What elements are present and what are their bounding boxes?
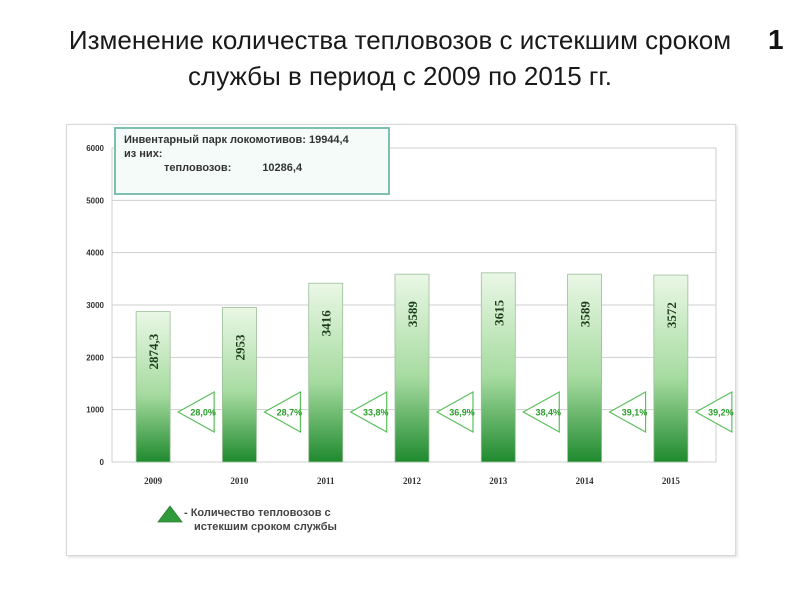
x-tick-label: 2013 bbox=[489, 476, 508, 486]
percent-triangle bbox=[522, 390, 560, 434]
percent-label: 33,8% bbox=[363, 408, 389, 418]
percent-triangle bbox=[263, 390, 302, 434]
y-tick-label: 0 bbox=[100, 458, 105, 467]
percent-triangle bbox=[694, 390, 733, 434]
bar-value-label: 3416 bbox=[319, 310, 334, 337]
legend bbox=[157, 505, 183, 523]
bar bbox=[308, 282, 344, 463]
info-label: тепловозов: bbox=[164, 162, 232, 174]
bar-value-label: 2953 bbox=[232, 334, 247, 361]
percent-label: 38,4% bbox=[536, 408, 562, 418]
legend-label: - Количество тепловозов с истекшим сроко… bbox=[184, 506, 337, 534]
bar bbox=[567, 273, 602, 463]
title-line-1: Изменение количества тепловозов с истекш… bbox=[68, 25, 732, 55]
title-line-2: службы в период с 2009 по 2015 гг. bbox=[188, 61, 612, 91]
bar bbox=[222, 307, 257, 463]
percent-label: 28,7% bbox=[277, 408, 303, 418]
bar-value-label: 2874,3 bbox=[146, 333, 161, 369]
x-tick-label: 2015 bbox=[662, 476, 681, 486]
percent-triangle bbox=[349, 390, 388, 434]
percent-triangle bbox=[176, 390, 215, 434]
x-tick-label: 2009 bbox=[144, 476, 163, 486]
y-tick-label: 2000 bbox=[86, 353, 104, 362]
bar bbox=[135, 311, 171, 463]
bar-value-label: 3589 bbox=[405, 301, 420, 328]
slide-number: 1 bbox=[768, 24, 784, 55]
y-tick-label: 6000 bbox=[86, 144, 104, 153]
info-line-1: Инвентарный парк локомотивов: 19944,4 bbox=[124, 134, 349, 146]
bar bbox=[394, 273, 430, 463]
percent-label: 28,0% bbox=[190, 408, 216, 418]
x-axis-labels: 2009 2010 2011 2012 2013 2014 2015 bbox=[144, 476, 680, 486]
bar-value-label: 3589 bbox=[578, 301, 593, 328]
x-tick-label: 2012 bbox=[403, 476, 422, 486]
legend-line-1: - Количество тепловозов с bbox=[184, 507, 331, 519]
percent-markers: 28,0% 28,7% 33,8% 36,9% 38,4% 39,1% 39,2% bbox=[176, 390, 734, 434]
info-line-2: из них: bbox=[124, 148, 163, 160]
bar bbox=[653, 274, 689, 463]
page-title: Изменение количества тепловозов с истекш… bbox=[30, 22, 770, 94]
info-value: 10286,4 bbox=[262, 162, 303, 174]
legend-triangle-icon bbox=[157, 505, 183, 523]
info-box: Инвентарный парк локомотивов: 19944,4 из… bbox=[114, 127, 390, 195]
bar-value-label: 3615 bbox=[491, 299, 506, 326]
bar-value-label: 3572 bbox=[664, 302, 679, 328]
legend-line-2: истекшим сроком службы bbox=[194, 521, 337, 533]
info-line-3: тепловозов: 10286,4 bbox=[124, 161, 380, 175]
y-axis: 0 1000 2000 3000 4000 5000 6000 bbox=[86, 144, 104, 467]
x-tick-label: 2010 bbox=[230, 476, 249, 486]
y-tick-label: 1000 bbox=[86, 406, 104, 415]
y-tick-label: 5000 bbox=[86, 196, 104, 205]
percent-triangle bbox=[435, 390, 474, 434]
percent-label: 36,9% bbox=[449, 408, 475, 418]
percent-label: 39,2% bbox=[708, 408, 734, 418]
percent-label: 39,1% bbox=[622, 408, 648, 418]
bars: 2874,3 2953 3416 3589 3615 3589 3572 bbox=[135, 272, 689, 463]
y-tick-label: 4000 bbox=[86, 249, 104, 258]
bar bbox=[480, 272, 516, 463]
y-tick-label: 3000 bbox=[86, 301, 104, 310]
x-tick-label: 2014 bbox=[576, 476, 595, 486]
percent-triangle bbox=[608, 390, 647, 434]
x-tick-label: 2011 bbox=[317, 476, 335, 486]
